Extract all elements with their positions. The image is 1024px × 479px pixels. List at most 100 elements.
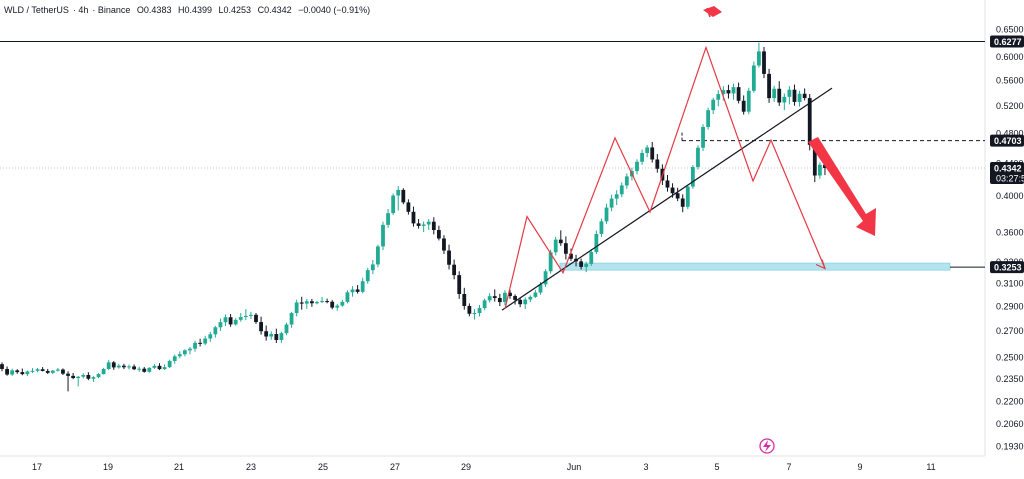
candle-body: [228, 317, 233, 325]
candle-body: [182, 350, 187, 355]
candle-body: [472, 313, 477, 315]
candle-body: [482, 300, 487, 309]
candle-body: [233, 319, 238, 325]
candle-body: [431, 221, 436, 231]
candle-body: [721, 90, 726, 95]
candle-body: [518, 299, 523, 305]
x-tick-label: 23: [246, 462, 256, 472]
candle-body: [249, 314, 253, 316]
candle-body: [40, 369, 45, 371]
candle-body: [508, 292, 512, 297]
candle-body: [10, 370, 15, 375]
resistance-price-label: 0.6277: [994, 37, 1022, 47]
current-price-label: 0.4342: [994, 163, 1022, 173]
candle-body: [188, 348, 192, 351]
candle-body: [421, 224, 426, 226]
y-tick-label: 0.5600: [996, 76, 1024, 86]
candle-body: [284, 324, 289, 334]
x-tick-label: 3: [643, 462, 648, 472]
candle-body: [716, 94, 721, 100]
candle-body: [396, 189, 401, 196]
target-price-label: 0.3253: [994, 263, 1022, 273]
x-tick-label: 5: [714, 462, 719, 472]
candle-body: [137, 368, 142, 370]
zigzag-arrowhead: [815, 259, 826, 270]
candle-body: [772, 88, 777, 99]
flag-icon[interactable]: [703, 6, 722, 17]
candle-body: [269, 334, 274, 337]
candle-body: [304, 301, 309, 304]
candle-body: [193, 342, 197, 349]
candle-body: [20, 372, 25, 375]
candle-body: [391, 195, 396, 214]
candle-body: [198, 342, 203, 344]
candle-body: [782, 96, 787, 103]
candle-body: [503, 292, 507, 303]
candle-body: [61, 369, 65, 374]
candle-body: [177, 354, 182, 357]
candle-body: [690, 167, 695, 187]
candle-body: [726, 90, 731, 94]
candle-body: [711, 99, 716, 111]
candle-body: [680, 198, 685, 207]
candle-body: [675, 193, 680, 199]
candle-body: [563, 243, 568, 254]
x-tick-label: 21: [174, 462, 184, 472]
candle-body: [96, 374, 101, 378]
candle-body: [111, 362, 116, 368]
candle-body: [157, 365, 162, 370]
candle-body: [462, 294, 467, 306]
candle-body: [650, 147, 655, 160]
candle-body: [792, 89, 797, 102]
candle-body: [264, 331, 269, 337]
candle-body: [609, 198, 614, 208]
candle-body: [238, 317, 243, 320]
candle-body: [614, 194, 619, 199]
candle-body: [289, 313, 294, 325]
y-tick-label: 0.1930: [996, 441, 1024, 451]
candle-body: [350, 289, 355, 293]
symbol-header: WLD / TetherUS · 4h · Binance O0.4383 H0.4…: [4, 5, 371, 15]
candle-body: [365, 270, 370, 282]
candle-body: [553, 239, 558, 253]
candle-body: [172, 356, 177, 361]
candle-body: [579, 261, 584, 267]
candle-body: [416, 223, 421, 226]
candle-body: [76, 376, 81, 379]
candle-body: [655, 159, 660, 169]
candle-body: [274, 334, 279, 340]
zigzag-pattern-line[interactable]: [504, 45, 826, 310]
candle-body: [736, 87, 741, 101]
candle-body: [513, 296, 517, 300]
y-tick-label: 0.4800: [996, 129, 1024, 139]
candle-body: [685, 186, 690, 207]
candle-body: [741, 100, 746, 112]
candle-body: [523, 299, 528, 305]
candle-body: [797, 93, 802, 102]
candle-body: [330, 301, 335, 308]
lightning-bolt: [763, 440, 771, 452]
current-price-label-box: [990, 161, 1024, 184]
candle-body: [386, 213, 390, 225]
candle-body: [406, 202, 411, 212]
candle-body: [320, 301, 324, 303]
target-zone[interactable]: [559, 262, 951, 271]
candle-body: [152, 365, 157, 368]
candle-body: [492, 296, 497, 299]
high-value: H0.4399: [177, 5, 212, 15]
candle-body: [452, 264, 457, 276]
candle-body: [132, 366, 136, 370]
ascending-trendline[interactable]: [501, 87, 833, 311]
candle-body: [538, 284, 543, 293]
target-arrow[interactable]: [808, 137, 876, 236]
candle-body: [787, 89, 792, 97]
candle-body: [533, 292, 538, 297]
candle-body: [746, 90, 751, 112]
candle-body: [487, 296, 492, 301]
candle-body: [497, 298, 502, 303]
candle-body: [807, 98, 812, 145]
candle-body: [381, 224, 385, 247]
x-tick-label: 27: [390, 462, 400, 472]
low-value: L0.4253: [218, 5, 252, 15]
